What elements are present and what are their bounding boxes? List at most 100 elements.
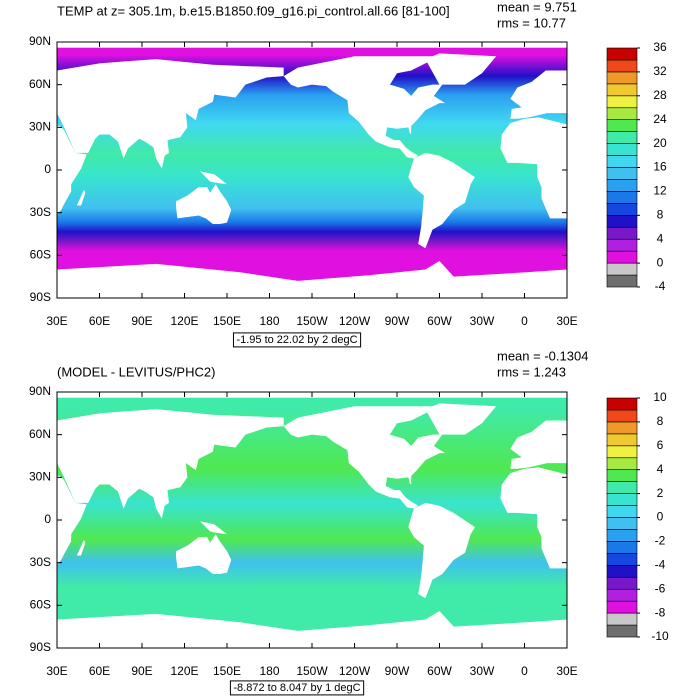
chart-title: TEMP at z= 305.1m, b.e15.B1850.f09_g16.p…: [57, 3, 450, 18]
colorbar-box: [606, 226, 638, 240]
colorbar-box: [606, 71, 638, 85]
colorbar-label: 12: [653, 184, 667, 198]
colorbar-label: 4: [657, 462, 664, 476]
land: [76, 189, 86, 206]
colorbar-label: 0: [657, 510, 664, 524]
colorbar-label: 8: [657, 414, 664, 428]
y-tick-label: 30N: [29, 120, 51, 134]
colorbar-label: -10: [651, 629, 669, 643]
x-tick-label: 0: [521, 664, 528, 678]
land: [57, 409, 284, 519]
colorbar-label: 4: [657, 231, 664, 245]
rms-label: rms = 1.243: [497, 364, 566, 379]
y-tick-label: 0: [44, 512, 51, 526]
colorbar-box: [606, 588, 638, 602]
x-tick-label: 120W: [339, 314, 371, 328]
x-tick-label: 90W: [385, 314, 410, 328]
colorbar-label: 24: [653, 112, 667, 126]
rms-label: rms = 10.77: [497, 15, 566, 30]
y-tick-label: 90S: [30, 640, 51, 654]
y-tick-label: 60N: [29, 427, 51, 441]
land: [57, 475, 87, 565]
land: [425, 53, 497, 85]
land: [408, 502, 475, 599]
land: [500, 117, 567, 219]
colorbar-box: [606, 541, 638, 554]
colorbar-label: 6: [657, 438, 664, 452]
x-tick-label: 30E: [46, 664, 67, 678]
x-tick-label: 30W: [470, 314, 495, 328]
colorbar-label: 36: [653, 40, 667, 54]
colorbar-box: [606, 155, 638, 168]
colorbar-box: [606, 83, 638, 97]
colorbar-box: [606, 167, 638, 180]
colorbar-box: [606, 612, 638, 626]
colorbar-label: -2: [655, 534, 666, 548]
y-tick-label: 90S: [30, 290, 51, 304]
colorbar-label: 10: [653, 390, 667, 404]
colorbar-box: [606, 274, 638, 288]
colorbar-label: 2: [657, 486, 664, 500]
y-tick-label: 30N: [29, 470, 51, 484]
x-tick-label: 180: [259, 664, 279, 678]
colorbar-box: [606, 481, 638, 494]
range-label: -8.872 to 8.047 by 1 degC: [233, 682, 360, 694]
colorbar-box: [606, 95, 638, 109]
colorbar-box: [606, 262, 638, 276]
x-tick-label: 120E: [170, 314, 198, 328]
x-tick-label: 150W: [296, 314, 328, 328]
x-tick-label: 90E: [131, 664, 152, 678]
x-tick-label: 120E: [170, 664, 198, 678]
colorbar-label: 0: [657, 255, 664, 269]
land: [425, 403, 497, 435]
colorbar-box: [606, 397, 638, 411]
colorbar-box: [606, 421, 638, 435]
colorbar-box: [606, 179, 638, 192]
land: [176, 184, 232, 225]
colorbar-box: [606, 529, 638, 542]
colorbar-label: 16: [653, 160, 667, 174]
colorbar-box: [606, 564, 638, 578]
colorbar-box: [606, 457, 638, 470]
map-panel: [57, 47, 567, 298]
colorbar-box: [606, 47, 638, 61]
mean-label: mean = -0.1304: [497, 348, 588, 363]
map-panel: [57, 397, 567, 648]
land: [283, 56, 446, 159]
colorbar-label: -6: [655, 581, 666, 595]
chart-title: (MODEL - LEVITUS/PHC2): [57, 364, 215, 379]
land: [57, 611, 567, 648]
y-tick-label: 0: [44, 162, 51, 176]
colorbar-box: [606, 409, 638, 423]
colorbar-box: [606, 59, 638, 73]
colorbar-box: [606, 445, 638, 459]
x-tick-label: 180: [259, 314, 279, 328]
colorbar-label: -4: [655, 557, 666, 571]
land: [200, 171, 227, 185]
y-tick-label: 30S: [30, 205, 51, 219]
colorbar-box: [606, 107, 638, 120]
x-tick-label: 60E: [89, 314, 110, 328]
colorbar-label: 8: [657, 207, 664, 221]
colorbar-label: 28: [653, 88, 667, 102]
colorbar-box: [606, 505, 638, 518]
mean-label: mean = 9.751: [497, 0, 577, 14]
range-box: [229, 680, 365, 696]
land: [283, 406, 446, 509]
colorbar-box: [606, 215, 638, 228]
y-tick-label: 90N: [29, 34, 51, 48]
x-tick-label: 150W: [296, 664, 328, 678]
x-tick-label: 90W: [385, 664, 410, 678]
land: [200, 521, 227, 535]
land: [500, 467, 567, 569]
colorbar-box: [606, 238, 638, 252]
land: [57, 59, 284, 169]
land: [57, 125, 87, 215]
range-box: [232, 332, 362, 348]
x-tick-label: 30E: [556, 314, 577, 328]
colorbar-box: [606, 250, 638, 264]
x-tick-label: 30W: [470, 664, 495, 678]
colorbar-box: [606, 624, 638, 638]
range-label: -1.95 to 22.02 by 2 degC: [236, 334, 357, 346]
